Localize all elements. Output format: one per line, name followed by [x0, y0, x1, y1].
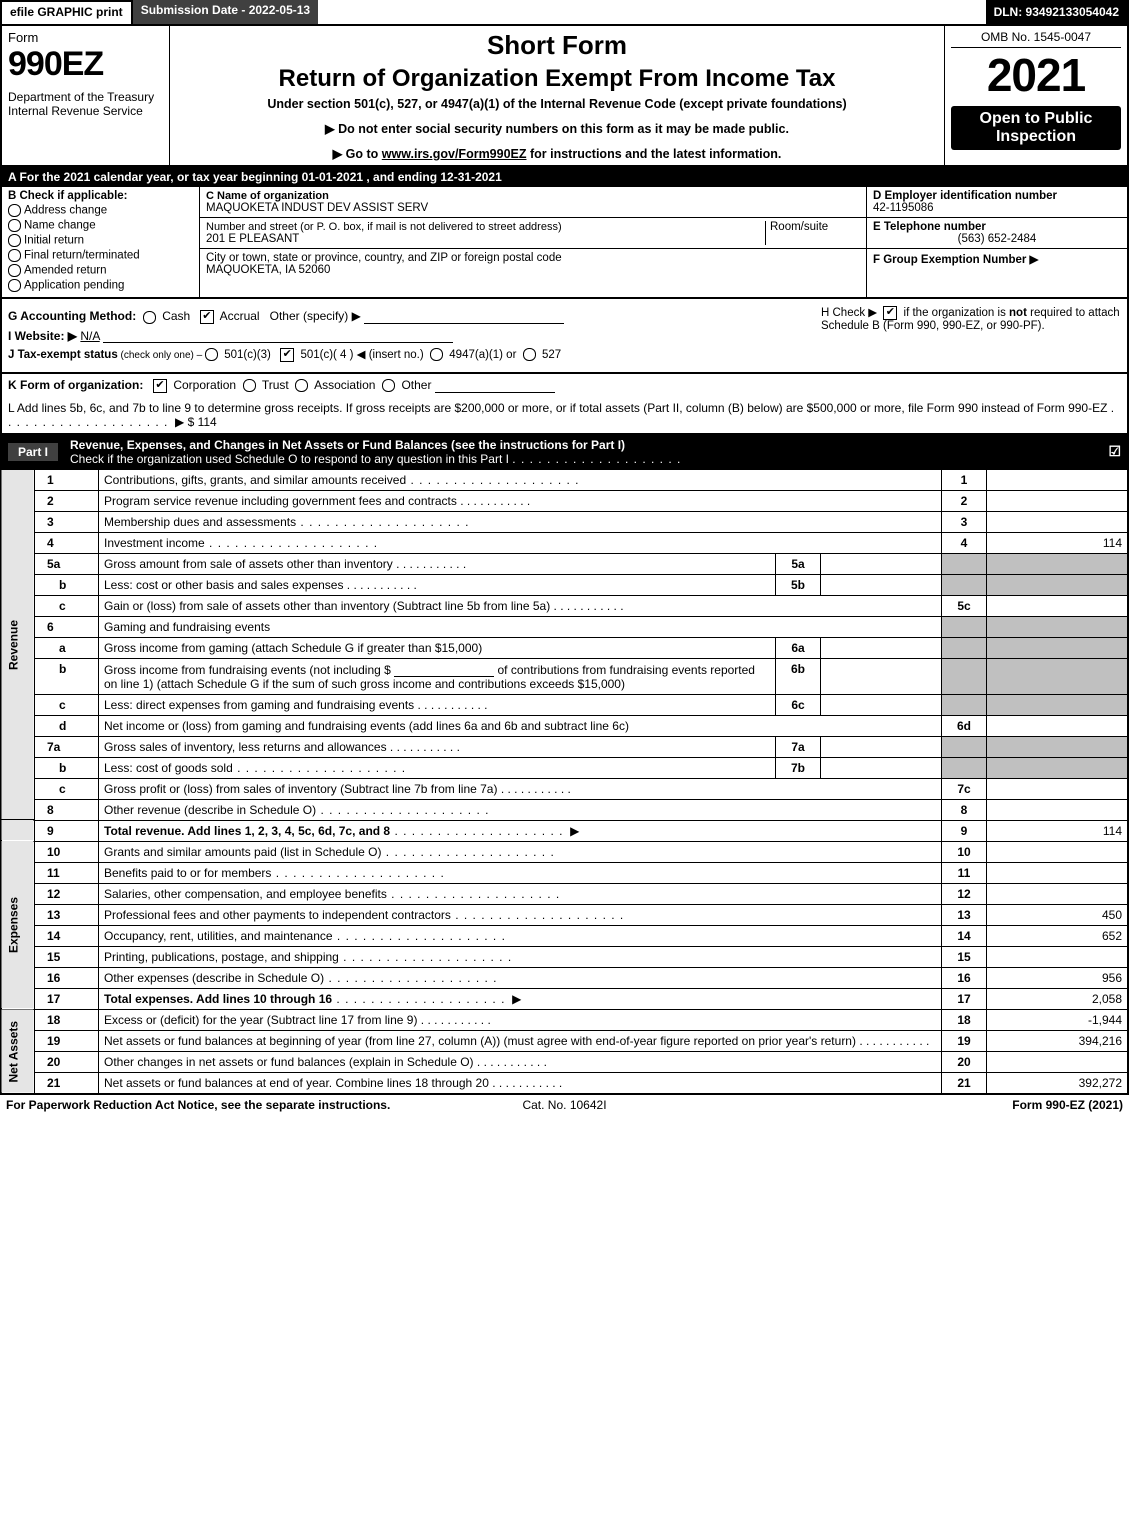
top-bar: efile GRAPHIC print Submission Date - 20…	[0, 0, 1129, 24]
val-5c	[987, 595, 1129, 616]
val-9: 114	[987, 820, 1129, 841]
val-11	[987, 862, 1129, 883]
submission-date: Submission Date - 2022-05-13	[133, 0, 320, 24]
line-j: J Tax-exempt status (check only one) – 5…	[8, 347, 1121, 362]
val-12	[987, 883, 1129, 904]
efile-label: efile GRAPHIC print	[0, 0, 133, 24]
note-link: ▶ Go to www.irs.gov/Form990EZ for instru…	[180, 146, 934, 161]
cat-no: Cat. No. 10642I	[522, 1098, 606, 1112]
chk-name-change[interactable]: Name change	[8, 219, 193, 232]
val-21: 392,272	[987, 1072, 1129, 1094]
box-h: H Check ▶ if the organization is not req…	[821, 305, 1121, 332]
group-exemption: F Group Exemption Number ▶	[873, 254, 1038, 266]
financial-table: Revenue 1 Contributions, gifts, grants, …	[0, 469, 1129, 1095]
chk-final-return[interactable]: Final return/terminated	[8, 249, 193, 262]
chk-501c3[interactable]	[205, 348, 218, 361]
val-20	[987, 1051, 1129, 1072]
chk-4947[interactable]	[430, 348, 443, 361]
line-k: K Form of organization: Corporation Trus…	[0, 374, 1129, 397]
omb-number: OMB No. 1545-0047	[951, 30, 1121, 48]
val-4: 114	[987, 532, 1129, 553]
val-14: 652	[987, 925, 1129, 946]
chk-527[interactable]	[523, 348, 536, 361]
under-section: Under section 501(c), 527, or 4947(a)(1)…	[180, 97, 934, 111]
val-18: -1,944	[987, 1009, 1129, 1030]
chk-cash[interactable]	[143, 311, 156, 324]
chk-501c[interactable]	[280, 348, 294, 362]
val-13: 450	[987, 904, 1129, 925]
val-2	[987, 490, 1129, 511]
chk-other-org[interactable]	[382, 379, 395, 392]
dept-label: Department of the Treasury Internal Reve…	[8, 90, 163, 118]
street: 201 E PLEASANT	[206, 233, 299, 245]
chk-amended-return[interactable]: Amended return	[8, 264, 193, 277]
val-19: 394,216	[987, 1030, 1129, 1051]
side-expenses: Expenses	[1, 841, 35, 1009]
chk-corp[interactable]	[153, 379, 167, 393]
val-3	[987, 511, 1129, 532]
tax-year: 2021	[951, 48, 1121, 102]
val-7c	[987, 778, 1129, 799]
chk-h[interactable]	[883, 306, 897, 320]
mid-block: H Check ▶ if the organization is not req…	[0, 299, 1129, 374]
note-ssn: ▶ Do not enter social security numbers o…	[180, 121, 934, 136]
chk-initial-return[interactable]: Initial return	[8, 234, 193, 247]
val-10	[987, 841, 1129, 862]
ein: 42-1195086	[873, 202, 934, 214]
city-state-zip: MAQUOKETA, IA 52060	[206, 264, 330, 276]
line-l: L Add lines 5b, 6c, and 7b to line 9 to …	[0, 397, 1129, 435]
val-17: 2,058	[987, 988, 1129, 1009]
phone: (563) 652-2484	[873, 233, 1121, 245]
part1-schedo-check: ☑	[1108, 443, 1121, 460]
chk-address-change[interactable]: Address change	[8, 204, 193, 217]
side-revenue: Revenue	[1, 469, 35, 820]
form-number: 990EZ	[8, 45, 163, 84]
chk-assoc[interactable]	[295, 379, 308, 392]
info-grid: B Check if applicable: Address change Na…	[0, 187, 1129, 299]
col-b-checkboxes: B Check if applicable: Address change Na…	[2, 187, 200, 297]
short-form-title: Short Form	[180, 30, 934, 61]
chk-accrual[interactable]	[200, 310, 214, 324]
irs-link[interactable]: www.irs.gov/Form990EZ	[382, 147, 527, 161]
form-word: Form	[8, 30, 163, 45]
val-1	[987, 469, 1129, 490]
dln: DLN: 93492133054042	[986, 0, 1129, 24]
side-netassets: Net Assets	[1, 1009, 35, 1094]
website-value: N/A	[80, 329, 99, 343]
col-c-address: C Name of organization MAQUOKETA INDUST …	[200, 187, 866, 297]
section-a-period: A For the 2021 calendar year, or tax yea…	[0, 167, 1129, 187]
chk-app-pending[interactable]: Application pending	[8, 279, 193, 292]
part-1-header: Part I Revenue, Expenses, and Changes in…	[0, 435, 1129, 469]
return-title: Return of Organization Exempt From Incom…	[180, 65, 934, 93]
org-name: MAQUOKETA INDUST DEV ASSIST SERV	[206, 202, 428, 214]
chk-trust[interactable]	[243, 379, 256, 392]
val-8	[987, 799, 1129, 820]
col-def: D Employer identification number 42-1195…	[866, 187, 1127, 297]
open-to-public: Open to Public Inspection	[951, 106, 1121, 150]
val-15	[987, 946, 1129, 967]
form-header: Form 990EZ Department of the Treasury In…	[0, 24, 1129, 167]
page-footer: For Paperwork Reduction Act Notice, see …	[0, 1095, 1129, 1115]
val-6d	[987, 715, 1129, 736]
val-16: 956	[987, 967, 1129, 988]
